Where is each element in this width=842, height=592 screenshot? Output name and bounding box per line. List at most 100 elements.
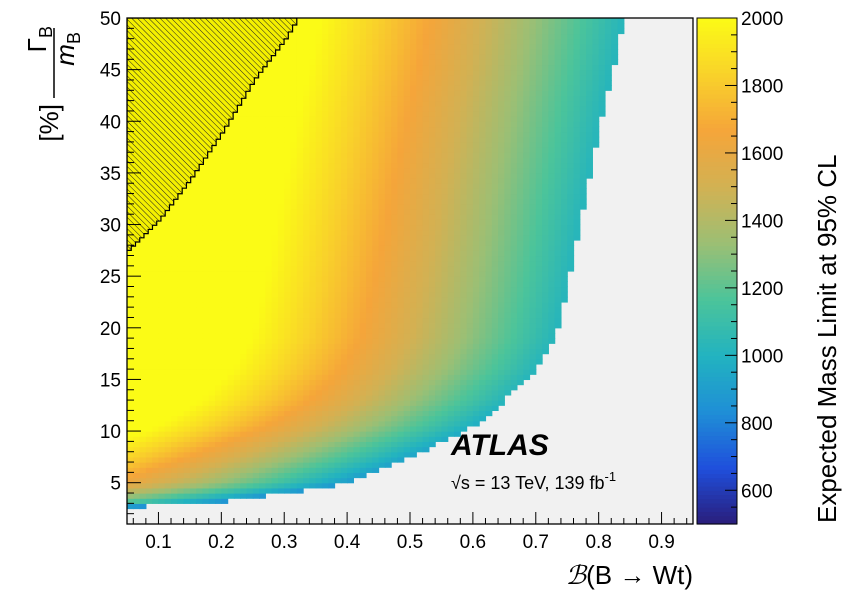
heatmap-cell bbox=[498, 327, 505, 334]
heatmap-cell bbox=[189, 219, 197, 226]
heatmap-cell bbox=[529, 363, 537, 370]
heatmap-cell bbox=[466, 394, 474, 401]
heatmap-cell bbox=[347, 203, 354, 210]
heatmap-cell bbox=[384, 389, 392, 396]
heatmap-cell bbox=[491, 322, 499, 329]
heatmap-cell bbox=[321, 281, 329, 288]
heatmap-cell bbox=[296, 353, 304, 360]
heatmap-cell bbox=[554, 105, 562, 112]
heatmap-cell bbox=[233, 116, 241, 122]
heatmap-cell bbox=[391, 152, 399, 158]
heatmap-cell bbox=[208, 369, 216, 375]
heatmap-cell bbox=[479, 131, 487, 138]
heatmap-cell bbox=[498, 203, 505, 210]
heatmap-cell bbox=[290, 389, 298, 396]
heatmap-cell bbox=[447, 358, 455, 365]
heatmap-cell bbox=[334, 462, 342, 468]
heatmap-cell bbox=[252, 343, 260, 350]
heatmap-cell bbox=[252, 141, 260, 148]
heatmap-cell bbox=[447, 126, 455, 133]
heatmap-cell bbox=[542, 250, 549, 257]
heatmap-cell bbox=[189, 301, 197, 308]
heatmap-cell bbox=[435, 214, 443, 220]
heatmap-cell bbox=[246, 116, 254, 122]
heatmap-cell bbox=[579, 178, 587, 184]
heatmap-cell bbox=[454, 255, 461, 262]
heatmap-cell bbox=[378, 296, 386, 303]
heatmap-cell bbox=[277, 353, 285, 360]
heatmap-cell bbox=[435, 131, 443, 138]
heatmap-cell bbox=[296, 183, 304, 189]
heatmap-cell bbox=[579, 100, 587, 107]
heatmap-cell bbox=[353, 172, 361, 179]
heatmap-cell bbox=[158, 291, 166, 298]
heatmap-cell bbox=[233, 487, 241, 494]
heatmap-cell bbox=[252, 110, 260, 117]
heatmap-cell bbox=[277, 301, 285, 308]
heatmap-cell bbox=[416, 312, 424, 319]
heatmap-cell bbox=[183, 193, 191, 200]
heatmap-cell bbox=[133, 467, 141, 473]
heatmap-cell bbox=[321, 131, 329, 138]
heatmap-cell bbox=[479, 369, 487, 375]
heatmap-cell bbox=[303, 152, 310, 158]
heatmap-cell bbox=[485, 209, 493, 215]
heatmap-cell bbox=[454, 317, 461, 324]
heatmap-cell bbox=[290, 307, 298, 313]
heatmap-cell bbox=[347, 477, 354, 484]
heatmap-cell bbox=[246, 389, 254, 396]
heatmap-cell bbox=[321, 255, 329, 262]
heatmap-cell bbox=[504, 157, 512, 164]
heatmap-cell bbox=[221, 214, 229, 220]
heatmap-cell bbox=[441, 281, 449, 288]
heatmap-cell bbox=[321, 147, 329, 153]
heatmap-cell bbox=[347, 121, 354, 128]
heatmap-cell bbox=[284, 301, 292, 308]
heatmap-cell bbox=[328, 286, 336, 293]
heatmap-cell bbox=[535, 348, 543, 355]
heatmap-cell bbox=[259, 493, 266, 499]
heatmap-cell bbox=[479, 358, 487, 365]
heatmap-cell bbox=[447, 332, 455, 339]
heatmap-cell bbox=[315, 188, 323, 195]
heatmap-cell bbox=[510, 260, 518, 267]
heatmap-cell bbox=[296, 415, 304, 422]
heatmap-cell bbox=[221, 131, 229, 138]
heatmap-cell bbox=[296, 301, 304, 308]
heatmap-cell bbox=[183, 353, 191, 360]
heatmap-cell bbox=[460, 374, 468, 381]
heatmap-cell bbox=[498, 255, 505, 262]
heatmap-cell bbox=[485, 332, 493, 339]
heatmap-cell bbox=[441, 332, 449, 339]
heatmap-cell bbox=[177, 420, 185, 427]
heatmap-cell bbox=[259, 343, 266, 350]
heatmap-cell bbox=[460, 312, 468, 319]
heatmap-cell bbox=[265, 250, 273, 257]
heatmap-cell bbox=[529, 131, 537, 138]
heatmap-cell bbox=[127, 451, 134, 458]
heatmap-cell bbox=[296, 276, 304, 282]
heatmap-cell bbox=[441, 394, 449, 401]
heatmap-cell bbox=[246, 136, 254, 143]
heatmap-cell bbox=[372, 136, 380, 143]
heatmap-cell bbox=[573, 209, 581, 215]
heatmap-cell bbox=[466, 338, 474, 344]
heatmap-cell bbox=[139, 301, 147, 308]
heatmap-cell bbox=[441, 167, 449, 174]
heatmap-cell bbox=[265, 415, 273, 422]
heatmap-cell bbox=[573, 234, 581, 241]
heatmap-cell bbox=[240, 271, 248, 277]
heatmap-cell bbox=[447, 343, 455, 350]
heatmap-cell bbox=[202, 405, 210, 411]
heatmap-cell bbox=[516, 286, 524, 293]
heatmap-cell bbox=[164, 255, 172, 262]
heatmap-cell bbox=[328, 105, 336, 112]
heatmap-cell bbox=[391, 224, 399, 231]
heatmap-cell bbox=[554, 224, 562, 231]
heatmap-cell bbox=[215, 436, 222, 442]
heatmap-cell bbox=[152, 276, 160, 282]
heatmap-cell bbox=[221, 369, 229, 375]
heatmap-cell bbox=[303, 358, 310, 365]
heatmap-cell bbox=[271, 487, 279, 494]
heatmap-cell bbox=[428, 338, 436, 344]
